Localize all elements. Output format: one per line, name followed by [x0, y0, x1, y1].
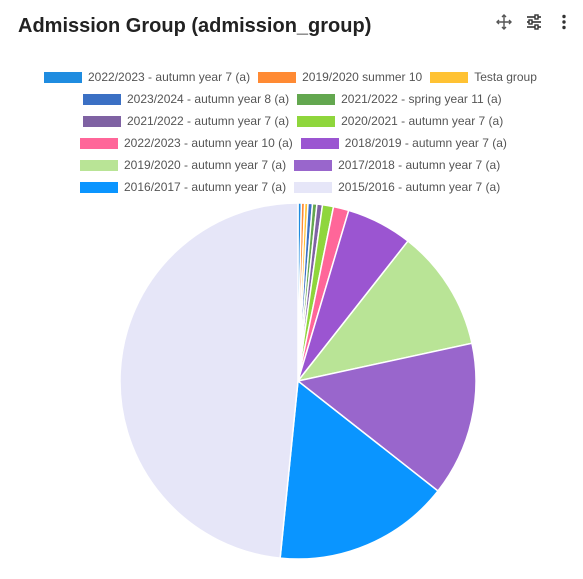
legend-swatch: [297, 115, 336, 127]
pie-slice[interactable]: [279, 379, 440, 560]
legend-swatch: [300, 137, 339, 149]
pie-slice[interactable]: [119, 202, 299, 559]
legend-item[interactable]: 2020/2021 - autumn year 7 (a): [297, 114, 503, 128]
move-icon[interactable]: [495, 12, 513, 32]
legend-row: 2022/2023 - autumn year 10 (a) 2018/2019…: [80, 135, 515, 151]
chart-toolbar: [495, 12, 573, 32]
legend-item[interactable]: 2016/2017 - autumn year 7 (a): [80, 180, 286, 194]
more-vertical-icon[interactable]: [555, 12, 573, 32]
legend-label: 2016/2017 - autumn year 7 (a): [124, 180, 287, 194]
legend-label: 2022/2023 - autumn year 7 (a): [88, 70, 251, 84]
legend-label: 2015/2016 - autumn year 7 (a): [338, 180, 501, 194]
legend-label: 2021/2022 - autumn year 7 (a): [127, 114, 290, 128]
legend-label: 2020/2021 - autumn year 7 (a): [341, 114, 504, 128]
legend-item[interactable]: 2021/2022 - autumn year 7 (a): [83, 114, 289, 128]
legend-swatch: [294, 181, 333, 193]
legend-item[interactable]: 2018/2019 - autumn year 7 (a): [300, 136, 507, 150]
pie-slice[interactable]: [296, 239, 473, 383]
legend-item[interactable]: 2019/2020 summer 10: [258, 70, 422, 84]
legend-item[interactable]: 2022/2023 - autumn year 7 (a): [44, 70, 250, 84]
legend-row: 2016/2017 - autumn year 7 (a) 2015/2016 …: [80, 179, 508, 195]
legend-label: 2022/2023 - autumn year 10 (a): [124, 136, 293, 150]
legend-item[interactable]: 2015/2016 - autumn year 7 (a): [294, 180, 500, 194]
legend-item[interactable]: 2022/2023 - autumn year 10 (a): [80, 136, 293, 150]
legend-item[interactable]: 2021/2022 - spring year 11 (a): [297, 92, 502, 106]
legend-row: 2022/2023 - autumn year 7 (a) 2019/2020 …: [44, 69, 545, 85]
legend-swatch: [430, 71, 469, 83]
legend-swatch: [44, 71, 82, 83]
legend-row: 2019/2020 - autumn year 7 (a) 2017/2018 …: [80, 157, 508, 173]
legend-item[interactable]: 2017/2018 - autumn year 7 (a): [294, 158, 500, 172]
legend-label: 2019/2020 - autumn year 7 (a): [124, 158, 287, 172]
sliders-icon[interactable]: [525, 12, 543, 32]
legend-label: 2017/2018 - autumn year 7 (a): [338, 158, 501, 172]
legend-swatch: [294, 159, 333, 171]
legend-swatch: [80, 137, 118, 149]
legend-row: 2021/2022 - autumn year 7 (a) 2020/2021 …: [83, 113, 511, 129]
legend-label: 2018/2019 - autumn year 7 (a): [344, 136, 507, 150]
legend-item[interactable]: Testa group: [430, 70, 537, 84]
legend-item[interactable]: 2019/2020 - autumn year 7 (a): [80, 158, 286, 172]
legend-label: 2019/2020 summer 10: [302, 70, 423, 84]
legend-row: 2023/2024 - autumn year 8 (a) 2021/2022 …: [83, 91, 510, 107]
legend-swatch: [83, 93, 121, 105]
legend-swatch: [80, 159, 118, 171]
legend-label: 2023/2024 - autumn year 8 (a): [127, 92, 290, 106]
legend-label: Testa group: [474, 70, 537, 84]
legend-swatch: [258, 71, 297, 83]
pie-slice[interactable]: [296, 342, 477, 493]
legend-swatch: [83, 115, 121, 127]
legend-item[interactable]: 2023/2024 - autumn year 8 (a): [83, 92, 289, 106]
legend-label: 2021/2022 - spring year 11 (a): [341, 92, 502, 106]
legend-swatch: [80, 181, 118, 193]
chart-title: Admission Group (admission_group): [18, 15, 372, 37]
legend-swatch: [297, 93, 336, 105]
